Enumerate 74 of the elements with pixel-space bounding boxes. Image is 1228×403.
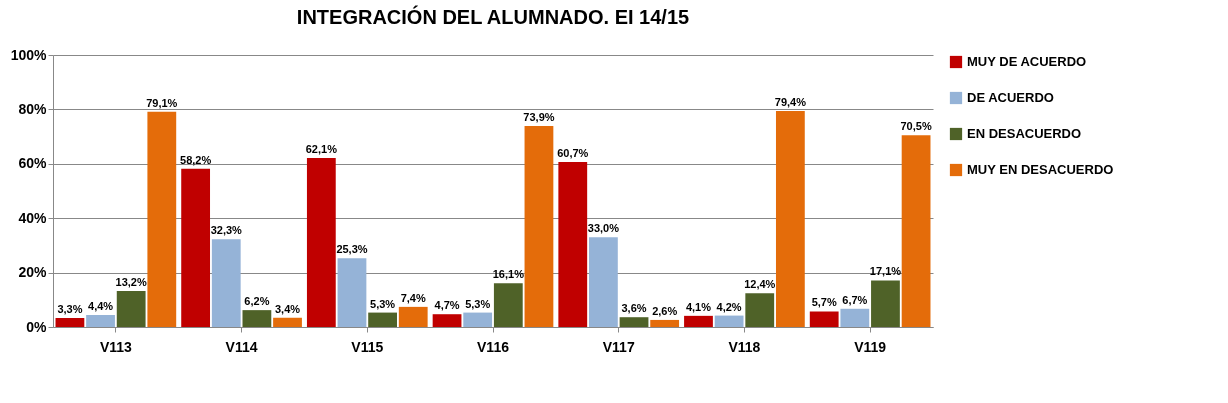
y-tick-label: 80% xyxy=(18,100,48,117)
data-label: 33,0% xyxy=(587,222,620,235)
data-label: 32,3% xyxy=(210,224,243,237)
data-label: 6,2% xyxy=(244,295,270,308)
bar xyxy=(55,318,85,327)
x-tick-label: V115 xyxy=(351,338,384,355)
bar xyxy=(242,310,272,327)
data-label: 5,3% xyxy=(465,297,491,310)
data-label: 2,6% xyxy=(652,304,678,317)
bar xyxy=(368,312,397,327)
data-label: 17,1% xyxy=(869,265,902,278)
bar xyxy=(463,312,493,327)
y-tick-label: 60% xyxy=(18,155,48,172)
bar xyxy=(650,319,680,327)
y-tick-label: 20% xyxy=(18,264,48,281)
bar xyxy=(745,293,775,327)
data-label: 4,1% xyxy=(685,300,712,313)
bar xyxy=(871,280,900,327)
bar xyxy=(181,168,211,327)
legend-label: MUY EN DESACUERDO xyxy=(967,162,1114,177)
bar xyxy=(840,308,870,327)
legend-label: MUY DE ACUERDO xyxy=(967,54,1087,69)
bar xyxy=(684,315,713,327)
data-label: 4,2% xyxy=(716,300,742,313)
data-label: 12,4% xyxy=(744,278,776,291)
x-tick-label: V119 xyxy=(854,338,887,355)
bar xyxy=(273,317,302,327)
data-label: 4,7% xyxy=(434,299,460,312)
data-label: 25,3% xyxy=(336,243,368,256)
x-tick-label: V114 xyxy=(225,338,258,355)
data-label: 5,7% xyxy=(811,296,837,309)
x-tick-label: V118 xyxy=(728,338,761,355)
data-label: 60,7% xyxy=(557,146,589,159)
bar xyxy=(147,111,177,327)
bar xyxy=(714,315,744,327)
bar xyxy=(337,258,367,327)
data-label: 73,9% xyxy=(523,110,555,123)
data-label: 70,5% xyxy=(900,120,932,133)
bar xyxy=(493,283,523,327)
data-label: 79,4% xyxy=(774,96,807,109)
data-label: 16,1% xyxy=(492,268,525,281)
data-label: 3,6% xyxy=(621,302,647,315)
legend-label: DE ACUERDO xyxy=(967,90,1054,105)
bar xyxy=(116,291,146,327)
data-label: 62,1% xyxy=(305,143,338,156)
data-label: 6,7% xyxy=(842,293,868,306)
bar xyxy=(524,125,554,327)
bar xyxy=(432,314,462,327)
y-tick-label: 40% xyxy=(18,209,48,226)
data-label: 7,4% xyxy=(400,291,426,304)
x-tick-label: V116 xyxy=(477,338,510,355)
data-label: 3,4% xyxy=(274,302,301,315)
bar xyxy=(306,158,336,327)
data-label: 58,2% xyxy=(180,153,212,166)
bar xyxy=(86,315,115,327)
chart-title: INTEGRACIÓN DEL ALUMNADO. EI 14/15 xyxy=(296,5,690,28)
bar xyxy=(211,239,241,327)
x-tick-label: V117 xyxy=(602,338,635,355)
y-tick-label: 0% xyxy=(26,318,48,335)
bar xyxy=(558,161,588,327)
bar xyxy=(398,306,428,327)
bar xyxy=(809,311,839,327)
bar xyxy=(901,135,931,327)
bar xyxy=(619,317,649,327)
data-label: 5,3% xyxy=(370,297,396,310)
data-label: 79,1% xyxy=(146,96,178,109)
bar xyxy=(589,237,618,327)
y-tick-label: 100% xyxy=(10,46,48,63)
data-label: 3,3% xyxy=(57,303,83,316)
data-label: 13,2% xyxy=(115,276,147,289)
data-label: 4,4% xyxy=(88,300,114,313)
x-tick-label: V113 xyxy=(99,338,133,355)
legend-label: EN DESACUERDO xyxy=(967,126,1082,141)
bar xyxy=(775,111,805,327)
